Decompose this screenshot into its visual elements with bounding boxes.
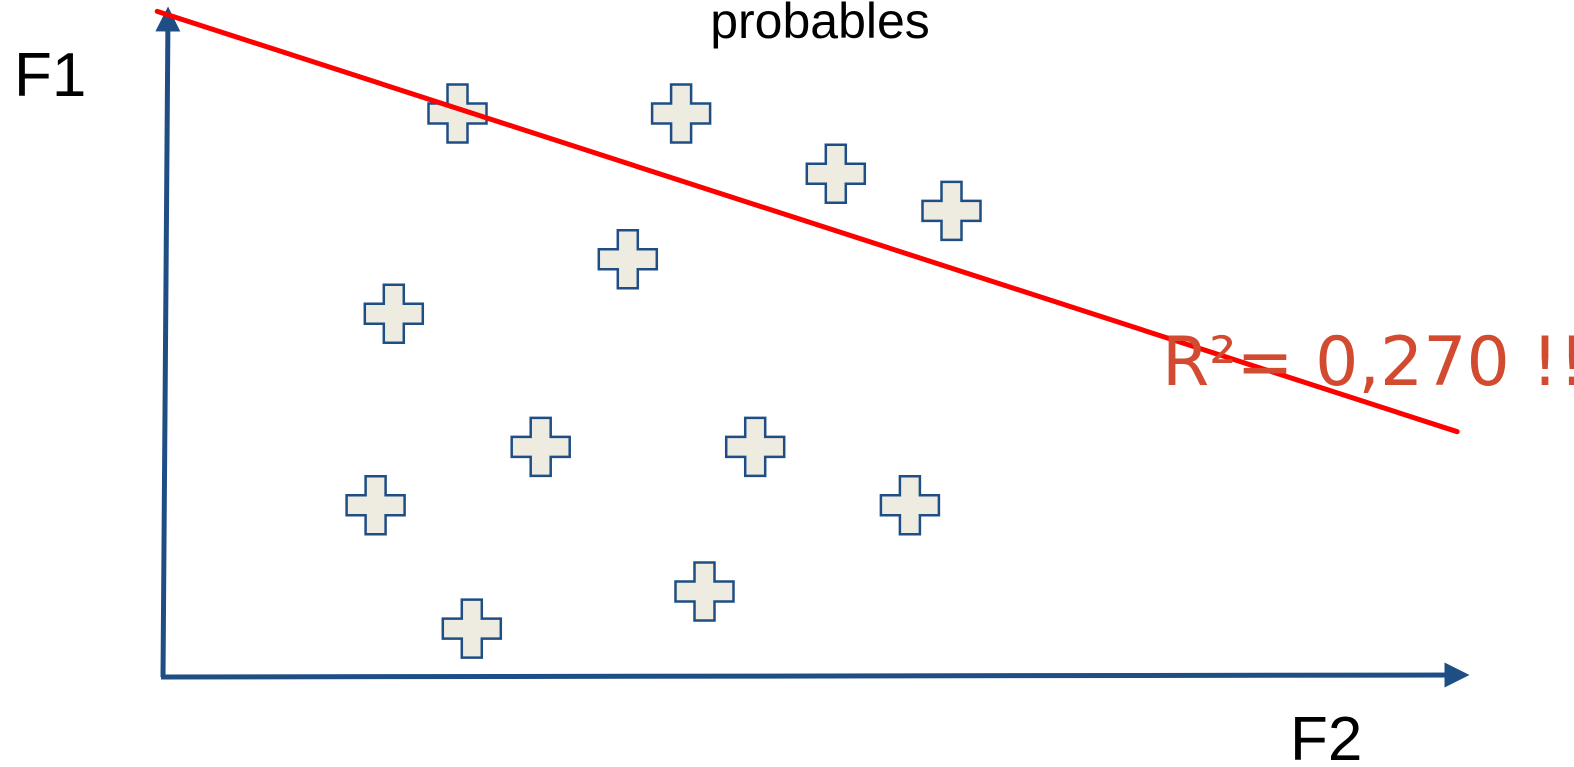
y-axis-label: F1 [14,41,86,110]
data-point [345,475,406,536]
x-axis [160,662,1470,688]
regression-line [154,8,1460,435]
data-point [650,83,712,144]
data-points [345,83,982,659]
x-axis-label: F2 [1290,705,1362,767]
data-point [674,561,735,622]
data-point [510,416,571,478]
chart-title: probables [710,0,930,49]
y-axis [155,6,181,678]
data-point [724,416,786,478]
r-squared-annotation: R²= 0,270 !!! [1162,323,1574,402]
data-point [441,598,503,659]
data-point [597,229,659,290]
data-point [879,475,941,536]
data-point [363,283,425,344]
data-point [427,83,488,144]
data-point [805,143,867,205]
data-point [921,180,982,242]
